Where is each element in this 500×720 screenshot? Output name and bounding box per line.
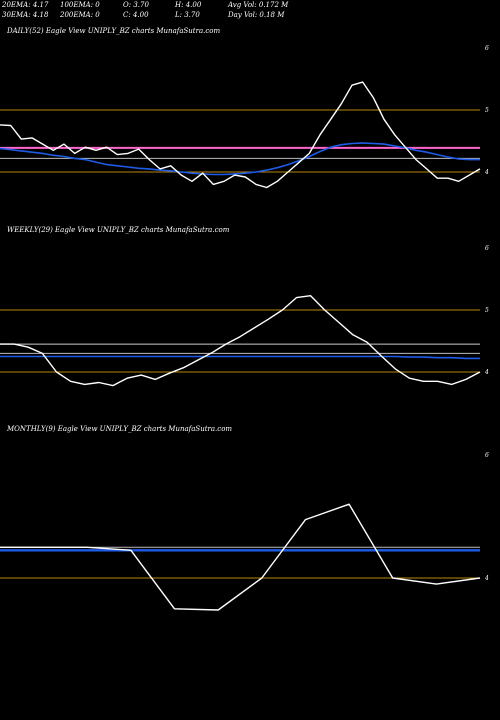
daily-y-tick-label: 5 xyxy=(485,107,489,114)
weekly-y-tick-label: 4 xyxy=(484,369,489,376)
daily-ema-line xyxy=(0,142,480,176)
high-label: H: 4.00 xyxy=(175,1,202,9)
avg-vol-label: Avg Vol: 0.172 M xyxy=(228,1,289,9)
monthly-y-tick-label: 6 xyxy=(485,452,489,459)
weekly-panel-title: WEEKLY(29) Eagle View UNIPLY_BZ charts M… xyxy=(7,226,230,234)
daily-y-tick-label: 6 xyxy=(485,45,489,52)
weekly-y-tick-label: 5 xyxy=(485,307,489,314)
ema200-label: 200EMA: 0 xyxy=(60,11,100,19)
daily-y-tick-label: 4 xyxy=(484,169,489,176)
monthly-price-line xyxy=(0,503,481,611)
ema30-label: 30EMA: 4.18 xyxy=(2,11,49,19)
low-label: L: 3.70 xyxy=(175,11,200,19)
weekly-ema-line xyxy=(0,355,480,360)
close-label: C: 4.00 xyxy=(123,11,149,19)
open-label: O: 3.70 xyxy=(123,1,149,9)
ema100-label: 100EMA: 0 xyxy=(60,1,100,9)
daily-price-line xyxy=(0,81,481,189)
monthly-panel-title: MONTHLY(9) Eagle View UNIPLY_BZ charts M… xyxy=(7,425,233,433)
weekly-y-tick-label: 6 xyxy=(485,245,489,252)
weekly-price-line xyxy=(0,295,481,387)
weekly-chart: 6 5 4 xyxy=(0,245,489,387)
monthly-y-tick-label: 4 xyxy=(484,575,489,582)
daily-panel-title: DAILY(52) Eagle View UNIPLY_BZ charts Mu… xyxy=(7,27,221,35)
ema20-label: 20EMA: 4.17 xyxy=(2,1,49,9)
monthly-chart: 64 xyxy=(0,452,489,611)
day-vol-label: Day Vol: 0.18 M xyxy=(228,11,285,19)
daily-chart: 6 5 4 xyxy=(0,45,489,189)
